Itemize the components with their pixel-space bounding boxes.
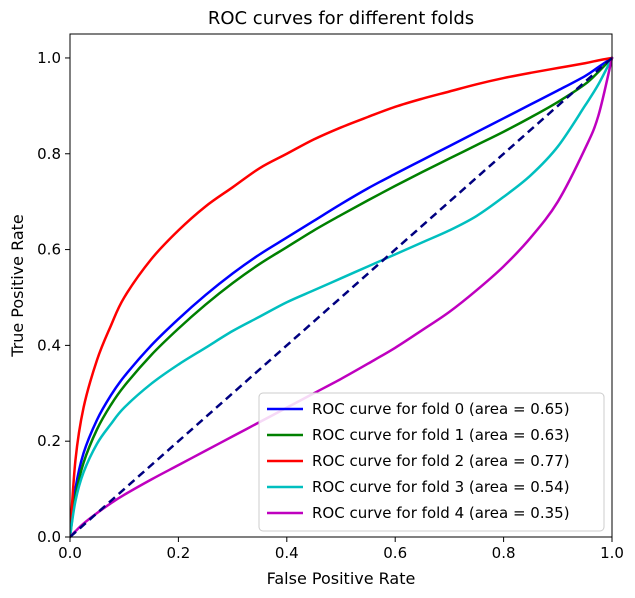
y-tick-label: 0.4 bbox=[37, 336, 61, 354]
y-tick-label: 0.2 bbox=[37, 432, 61, 450]
x-tick-label: 0.8 bbox=[492, 544, 516, 562]
legend-label-fold-3: ROC curve for fold 3 (area = 0.54) bbox=[312, 478, 570, 496]
legend-label-fold-1: ROC curve for fold 1 (area = 0.63) bbox=[312, 426, 570, 444]
series-line-fold-1 bbox=[70, 56, 614, 539]
series-line-fold-0 bbox=[70, 56, 614, 539]
y-tick-label: 0.8 bbox=[37, 145, 61, 163]
ticks-layer: 0.0 0.2 0.4 0.6 0.8 1.0 0.0 0.2 0.4 0.6 0.8 1.0 bbox=[37, 49, 624, 562]
chance-reference-line bbox=[70, 57, 613, 538]
x-axis-label: False Positive Rate bbox=[267, 569, 416, 588]
legend-box bbox=[258, 392, 605, 532]
chart-title: ROC curves for different folds bbox=[208, 8, 474, 29]
series-line-fold-3 bbox=[70, 56, 614, 539]
x-tick-label: 0.0 bbox=[58, 544, 82, 562]
y-axis-label: True Positive Rate bbox=[8, 214, 27, 358]
y-tick-label: 0.0 bbox=[37, 528, 61, 546]
x-tick-label: 1.0 bbox=[600, 544, 624, 562]
x-tick-label: 0.4 bbox=[275, 544, 299, 562]
legend-label-fold-2: ROC curve for fold 2 (area = 0.77) bbox=[312, 452, 570, 470]
x-tick-label: 0.6 bbox=[383, 544, 407, 562]
y-tick-label: 0.6 bbox=[37, 241, 61, 259]
legend: ROC curve for fold 0 (area = 0.65) ROC cu… bbox=[258, 392, 605, 532]
plot-frame bbox=[69, 33, 613, 538]
x-tick-label: 0.2 bbox=[166, 544, 190, 562]
legend-label-fold-4: ROC curve for fold 4 (area = 0.35) bbox=[312, 504, 570, 522]
series-line-fold-2 bbox=[70, 56, 614, 539]
y-tick-label: 1.0 bbox=[37, 49, 61, 67]
legend-label-fold-0: ROC curve for fold 0 (area = 0.65) bbox=[312, 400, 570, 418]
